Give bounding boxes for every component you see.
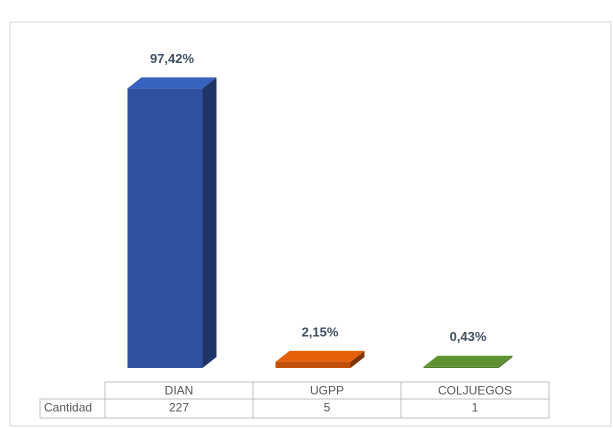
bar-top — [423, 355, 513, 367]
data-label: 0,43% — [450, 329, 487, 344]
bar-side — [350, 350, 365, 368]
data-label: 97,42% — [150, 51, 195, 66]
data-label: 2,15% — [302, 324, 339, 339]
bar — [275, 361, 351, 368]
bar — [127, 88, 203, 368]
category-label: UGPP — [310, 384, 344, 398]
category-label: DIAN — [165, 384, 194, 398]
table-value: 227 — [169, 401, 189, 415]
table-row — [39, 398, 550, 419]
table-value: 1 — [472, 401, 479, 415]
category-label: COLJUEGOS — [438, 384, 512, 398]
bar — [423, 366, 499, 368]
bar-side — [498, 355, 513, 368]
bar-top — [275, 350, 365, 362]
bar-side — [202, 77, 217, 368]
bar-top — [127, 77, 217, 89]
row-label: Cantidad — [44, 401, 92, 415]
table-value: 5 — [324, 401, 331, 415]
